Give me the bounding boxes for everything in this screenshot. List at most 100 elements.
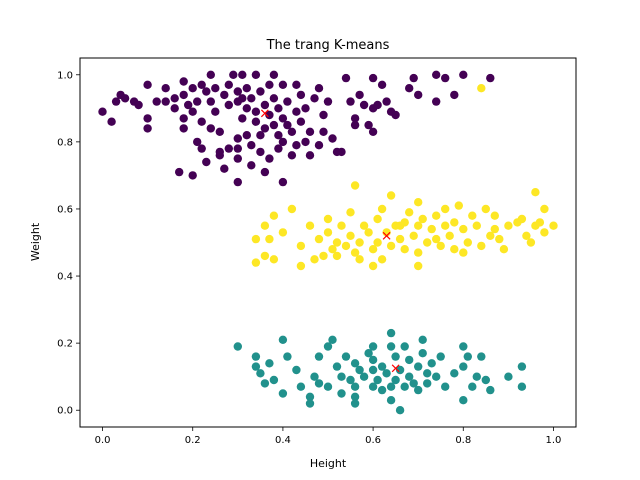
cluster-0-point-47 xyxy=(242,131,251,140)
cluster-2-point-30 xyxy=(368,245,378,254)
plot-area xyxy=(98,70,558,415)
cluster-2-point-75 xyxy=(522,231,531,240)
cluster-0-point-1 xyxy=(107,117,116,126)
cluster-0-point-30 xyxy=(215,127,224,136)
cluster-1-point-30 xyxy=(359,372,369,381)
cluster-1-point-13 xyxy=(305,399,315,408)
cluster-0-point-119 xyxy=(193,137,202,147)
cluster-1-point-18 xyxy=(323,382,333,391)
cluster-0-point-108 xyxy=(409,73,418,83)
cluster-1-point-46 xyxy=(395,365,405,375)
cluster-1-point-37 xyxy=(377,362,387,371)
cluster-2-point-74 xyxy=(517,214,527,224)
cluster-2-point-18 xyxy=(332,238,342,247)
cluster-0-point-102 xyxy=(373,100,382,110)
cluster-1-point-24 xyxy=(346,375,355,385)
cluster-1-point-63 xyxy=(450,369,459,378)
cluster-0-point-33 xyxy=(220,164,229,173)
cluster-0-point-97 xyxy=(359,100,369,110)
y-tick-label-2: 0.4 xyxy=(57,272,73,283)
cluster-0-point-6 xyxy=(134,100,143,110)
cluster-2-point-66 xyxy=(481,204,490,214)
cluster-0-point-4 xyxy=(120,94,130,103)
cluster-0-point-44 xyxy=(238,114,247,123)
cluster-2-point-77 xyxy=(531,188,540,197)
cluster-0-point-76 xyxy=(292,80,301,90)
cluster-0-point-126 xyxy=(332,147,342,157)
cluster-0-point-127 xyxy=(215,147,224,157)
cluster-0-point-8 xyxy=(143,114,152,123)
cluster-1-point-56 xyxy=(418,349,427,358)
cluster-1-point-36 xyxy=(373,375,382,385)
cluster-2-point-11 xyxy=(305,221,315,230)
cluster-1-point-8 xyxy=(278,389,288,398)
cluster-2-point-68 xyxy=(490,224,499,234)
cluster-1-point-41 xyxy=(386,342,396,351)
cluster-1-point-67 xyxy=(463,352,472,361)
y-tick-label-3: 0.6 xyxy=(57,204,73,215)
cluster-0-point-53 xyxy=(251,117,261,126)
cluster-2-point-70 xyxy=(495,234,504,244)
cluster-1-point-62 xyxy=(441,382,450,391)
cluster-2-point-17 xyxy=(328,245,337,254)
cluster-1-point-25 xyxy=(350,359,360,368)
cluster-0-point-59 xyxy=(265,80,274,90)
cluster-0-point-57 xyxy=(260,100,270,110)
cluster-0-point-87 xyxy=(319,110,328,120)
cluster-0-point-84 xyxy=(310,94,319,103)
cluster-0-point-83 xyxy=(305,127,315,136)
cluster-0-point-18 xyxy=(184,100,193,110)
cluster-2-point-41 xyxy=(400,245,409,254)
cluster-0-point-98 xyxy=(364,120,373,130)
cluster-2-point-4 xyxy=(265,234,274,244)
cluster-0-point-115 xyxy=(486,73,495,83)
cluster-0-point-45 xyxy=(242,84,251,93)
cluster-2-point-25 xyxy=(350,248,360,257)
cluster-2-point-54 xyxy=(441,221,450,230)
cluster-1-point-34 xyxy=(368,365,378,375)
cluster-2-point-0 xyxy=(251,234,261,244)
cluster-1-point-20 xyxy=(332,362,342,371)
cluster-0-point-111 xyxy=(432,97,441,106)
cluster-0-point-101 xyxy=(368,127,378,136)
cluster-1-point-54 xyxy=(414,385,423,395)
cluster-1-point-42 xyxy=(386,382,396,391)
centroid-marker-1 xyxy=(391,364,400,373)
cluster-1-point-49 xyxy=(400,382,409,391)
cluster-0-point-63 xyxy=(269,94,279,103)
cluster-2-point-60 xyxy=(459,224,468,234)
cluster-2-point-67 xyxy=(486,231,495,240)
cluster-2-point-79 xyxy=(535,218,545,227)
cluster-1-point-74 xyxy=(517,362,527,371)
cluster-2-point-57 xyxy=(450,218,459,227)
y-axis: 0.0 0.2 0.4 0.6 0.8 1.0 xyxy=(57,70,80,417)
cluster-1-point-69 xyxy=(472,372,481,381)
cluster-0-point-0 xyxy=(98,107,107,116)
cluster-2-point-1 xyxy=(251,258,261,267)
cluster-1-point-1 xyxy=(251,352,261,361)
cluster-1-point-29 xyxy=(355,365,364,375)
cluster-2-point-7 xyxy=(278,228,288,237)
cluster-0-point-22 xyxy=(197,80,206,90)
cluster-1-point-58 xyxy=(423,379,432,388)
x-tick-label-2: 0.4 xyxy=(275,435,291,446)
cluster-1-point-6 xyxy=(269,375,279,385)
cluster-0-point-52 xyxy=(251,107,261,116)
cluster-1-point-9 xyxy=(283,352,292,361)
cluster-0-point-109 xyxy=(414,90,423,100)
cluster-0-point-125 xyxy=(161,97,170,106)
cluster-2-point-3 xyxy=(260,251,270,261)
cluster-1-point-70 xyxy=(477,352,486,361)
cluster-0-point-72 xyxy=(283,97,292,106)
cluster-2-point-36 xyxy=(386,191,396,200)
cluster-0-point-10 xyxy=(152,97,161,106)
cluster-0-point-114 xyxy=(459,70,468,80)
cluster-0-point-55 xyxy=(256,131,265,140)
cluster-0-point-66 xyxy=(274,131,283,140)
cluster-0-point-110 xyxy=(432,70,441,80)
cluster-1-point-48 xyxy=(400,342,409,351)
x-tick-label-1: 0.2 xyxy=(185,435,201,446)
cluster-1-point-26 xyxy=(350,382,360,391)
cluster-2-point-20 xyxy=(337,221,346,230)
cluster-0-point-80 xyxy=(296,117,306,126)
